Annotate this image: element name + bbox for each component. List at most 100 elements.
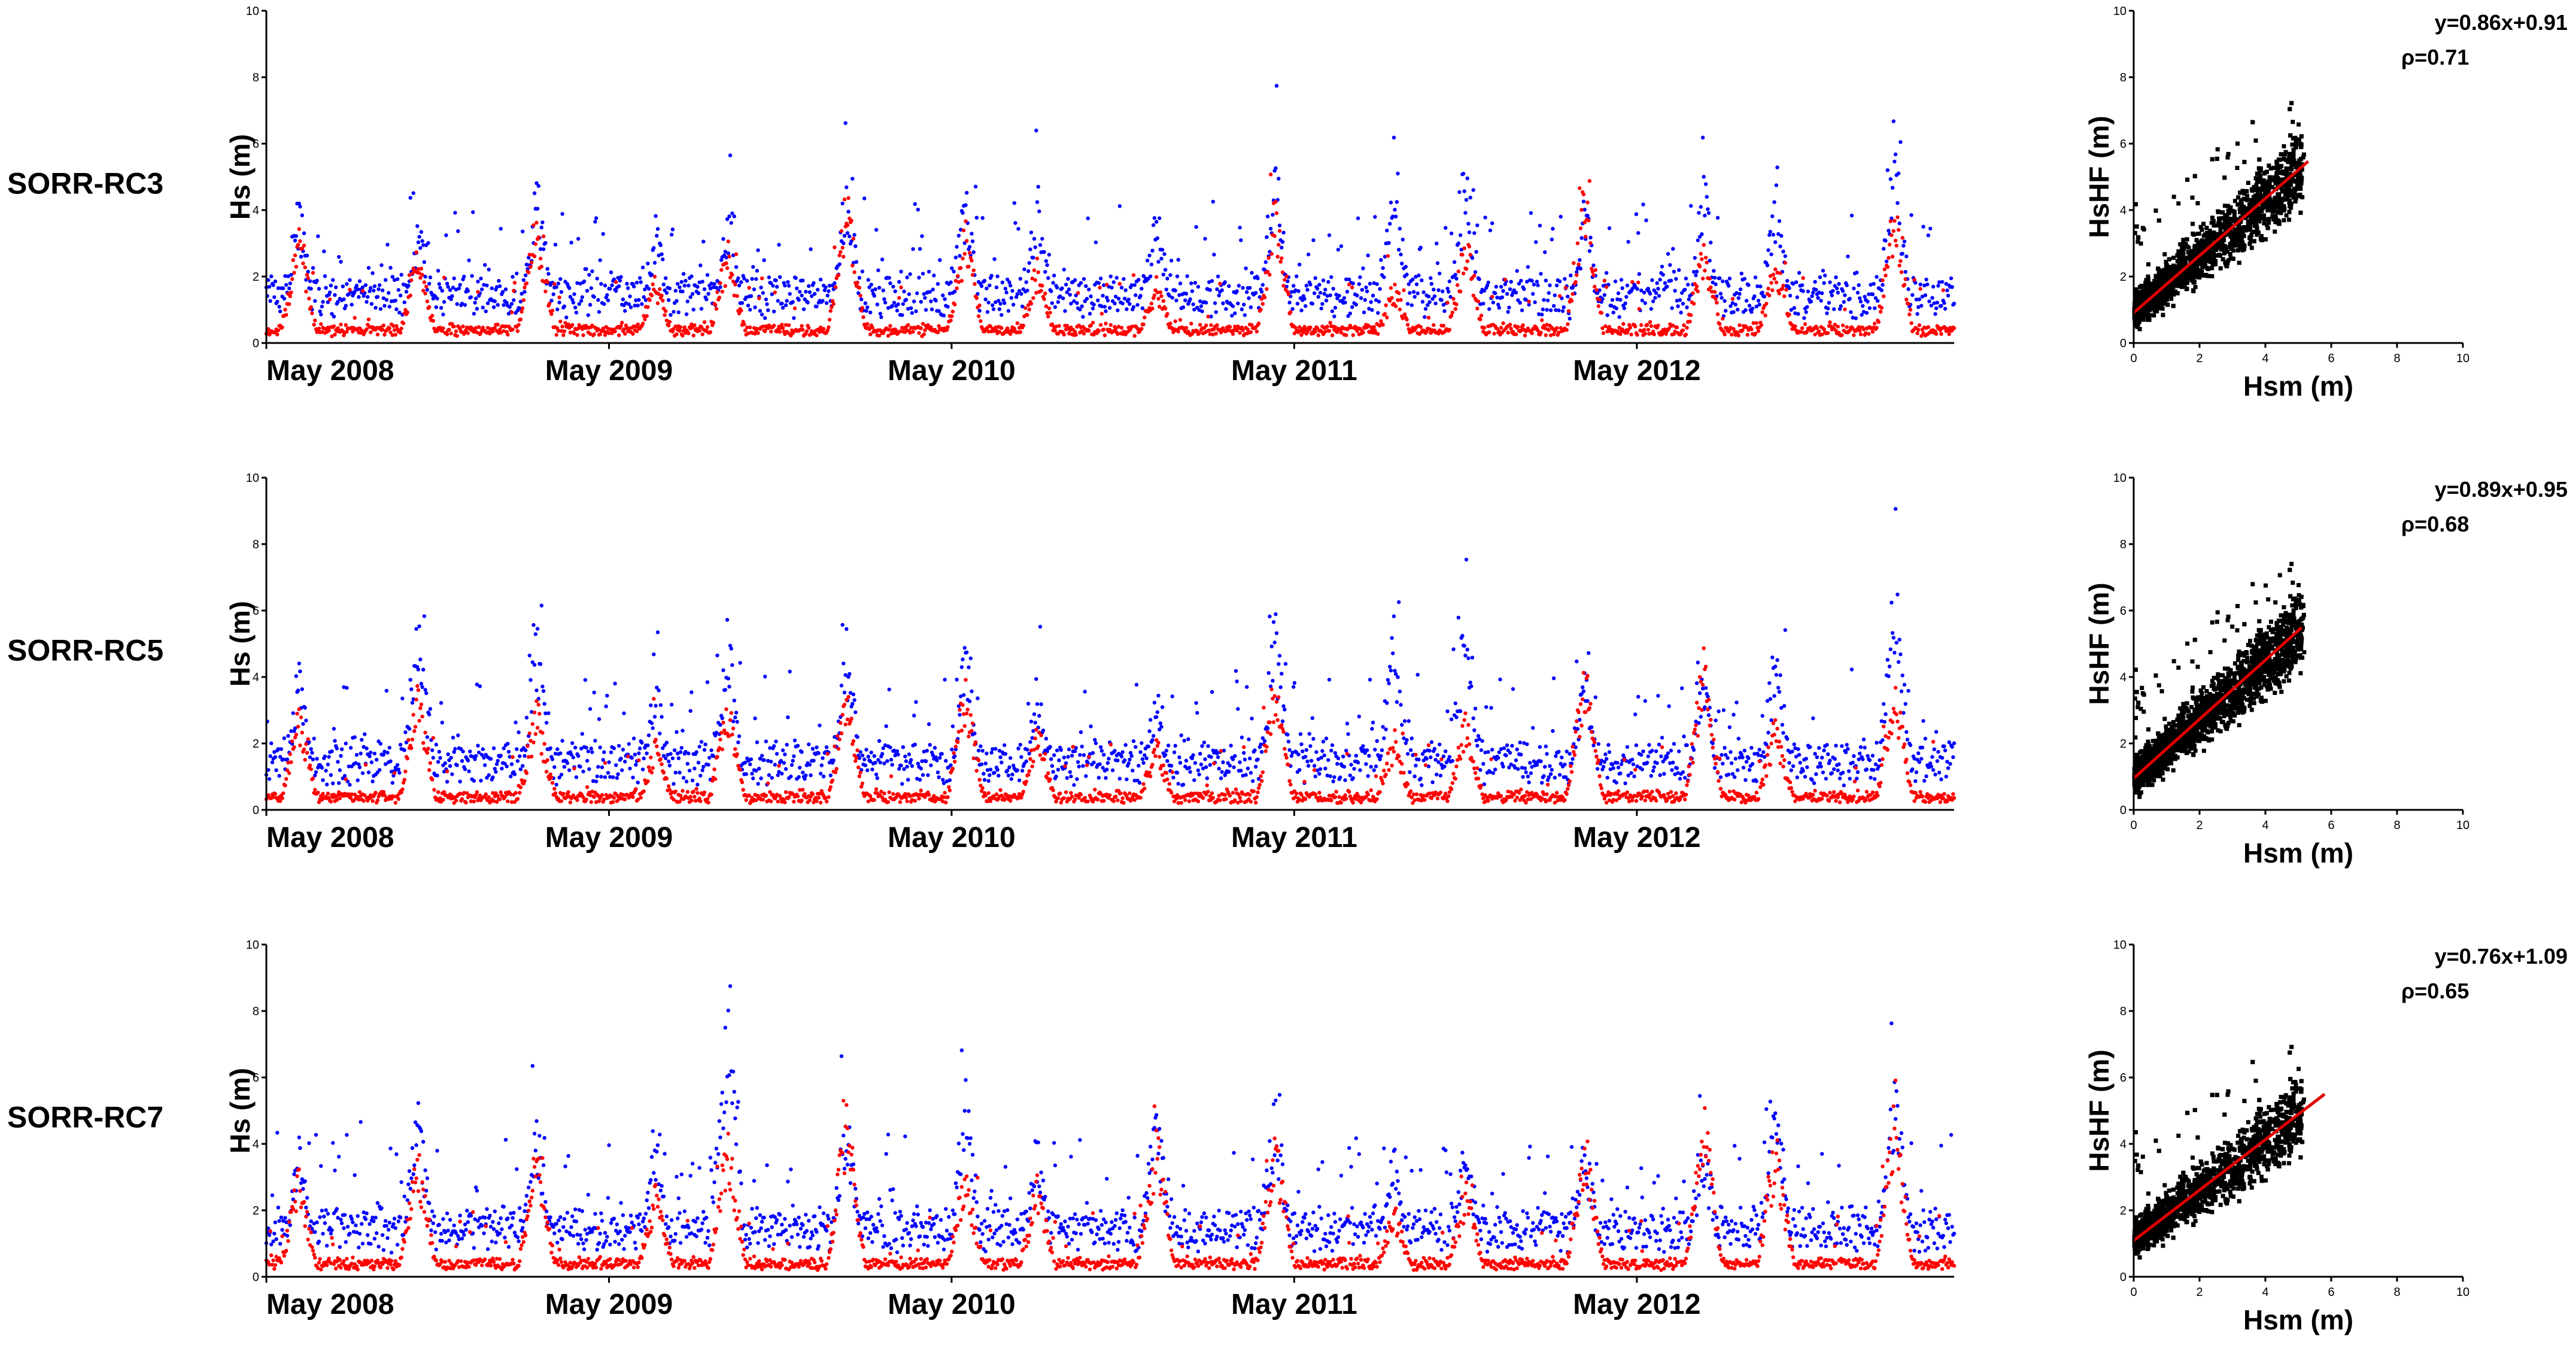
data-point bbox=[1238, 226, 1242, 230]
data-point bbox=[1694, 273, 1698, 278]
data-point bbox=[727, 254, 731, 259]
data-point bbox=[821, 327, 826, 331]
data-point bbox=[366, 295, 370, 299]
data-point bbox=[756, 248, 760, 253]
data-point bbox=[311, 266, 315, 270]
data-point bbox=[645, 314, 649, 318]
data-point bbox=[1289, 310, 1293, 314]
data-point bbox=[476, 290, 480, 294]
data-point bbox=[509, 302, 514, 306]
data-point bbox=[445, 281, 449, 286]
data-point bbox=[385, 242, 390, 247]
data-point bbox=[1945, 288, 1949, 293]
data-point bbox=[1046, 314, 1050, 318]
data-point bbox=[952, 269, 956, 274]
data-point bbox=[283, 308, 287, 312]
data-point bbox=[979, 284, 984, 289]
data-point bbox=[493, 299, 497, 303]
data-point bbox=[1441, 324, 1446, 328]
data-point bbox=[1089, 294, 1093, 299]
data-point bbox=[801, 307, 806, 311]
y-tick-label: 4 bbox=[253, 204, 259, 217]
data-point bbox=[870, 289, 874, 293]
data-point bbox=[357, 295, 361, 299]
data-point bbox=[1240, 307, 1244, 311]
data-point bbox=[830, 305, 834, 309]
data-point bbox=[1110, 286, 1114, 290]
data-point bbox=[1876, 320, 1881, 324]
data-point bbox=[1784, 287, 1788, 292]
data-point bbox=[1296, 289, 1301, 293]
data-point bbox=[288, 281, 292, 286]
data-point bbox=[496, 323, 500, 327]
data-point bbox=[792, 306, 797, 311]
data-point bbox=[1895, 201, 1900, 205]
data-point bbox=[1729, 304, 1733, 308]
data-point bbox=[344, 323, 348, 327]
data-point bbox=[1575, 270, 1579, 274]
data-point bbox=[1331, 287, 1335, 291]
data-point bbox=[697, 329, 701, 333]
data-point bbox=[852, 270, 856, 274]
data-point bbox=[1140, 306, 1145, 311]
data-point bbox=[1671, 247, 1675, 251]
data-point bbox=[1389, 286, 1393, 290]
data-point bbox=[658, 287, 662, 292]
data-point bbox=[598, 258, 602, 262]
data-point bbox=[686, 331, 691, 336]
data-point bbox=[378, 306, 383, 311]
data-point bbox=[1344, 333, 1348, 338]
data-point bbox=[1104, 309, 1108, 314]
data-point bbox=[312, 323, 316, 327]
data-point bbox=[1797, 271, 1802, 275]
data-point bbox=[437, 282, 441, 286]
data-point bbox=[1533, 300, 1537, 305]
data-point bbox=[1727, 284, 1731, 288]
data-point bbox=[1034, 128, 1038, 133]
data-point bbox=[813, 292, 817, 296]
data-point bbox=[1173, 289, 1177, 293]
data-point bbox=[922, 332, 926, 336]
data-point bbox=[1392, 135, 1396, 139]
data-point bbox=[836, 273, 841, 277]
data-point bbox=[518, 299, 523, 304]
data-point bbox=[408, 293, 412, 297]
data-point bbox=[1584, 235, 1588, 239]
data-point bbox=[1754, 321, 1758, 325]
data-point bbox=[1514, 332, 1518, 336]
data-point bbox=[732, 214, 737, 218]
data-point bbox=[1554, 308, 1558, 312]
data-point bbox=[1913, 281, 1918, 285]
data-point bbox=[1821, 269, 1825, 273]
data-point bbox=[1572, 261, 1576, 265]
data-point bbox=[970, 232, 974, 236]
data-point bbox=[1932, 301, 1936, 305]
data-point bbox=[614, 280, 618, 284]
data-point bbox=[1044, 259, 1049, 263]
data-point bbox=[1318, 290, 1323, 295]
data-point bbox=[795, 286, 799, 290]
data-point bbox=[1749, 327, 1754, 332]
data-point bbox=[472, 311, 476, 316]
data-point bbox=[684, 312, 689, 317]
data-point bbox=[685, 299, 690, 303]
data-point bbox=[1777, 219, 1782, 223]
data-point bbox=[283, 274, 287, 278]
data-point bbox=[1119, 286, 1124, 290]
data-point bbox=[1189, 281, 1193, 286]
data-point bbox=[864, 309, 868, 313]
data-point bbox=[613, 329, 617, 333]
data-point bbox=[1432, 323, 1436, 327]
data-point bbox=[1714, 297, 1718, 301]
data-point bbox=[1074, 333, 1078, 337]
data-point bbox=[1159, 256, 1164, 261]
data-point bbox=[1516, 298, 1520, 302]
data-point bbox=[333, 293, 337, 297]
data-point bbox=[1781, 250, 1785, 254]
data-point bbox=[1494, 284, 1498, 289]
data-point bbox=[809, 247, 813, 251]
data-point bbox=[1581, 192, 1586, 196]
data-point bbox=[364, 327, 369, 332]
data-point bbox=[1381, 323, 1385, 327]
data-point bbox=[353, 290, 357, 294]
